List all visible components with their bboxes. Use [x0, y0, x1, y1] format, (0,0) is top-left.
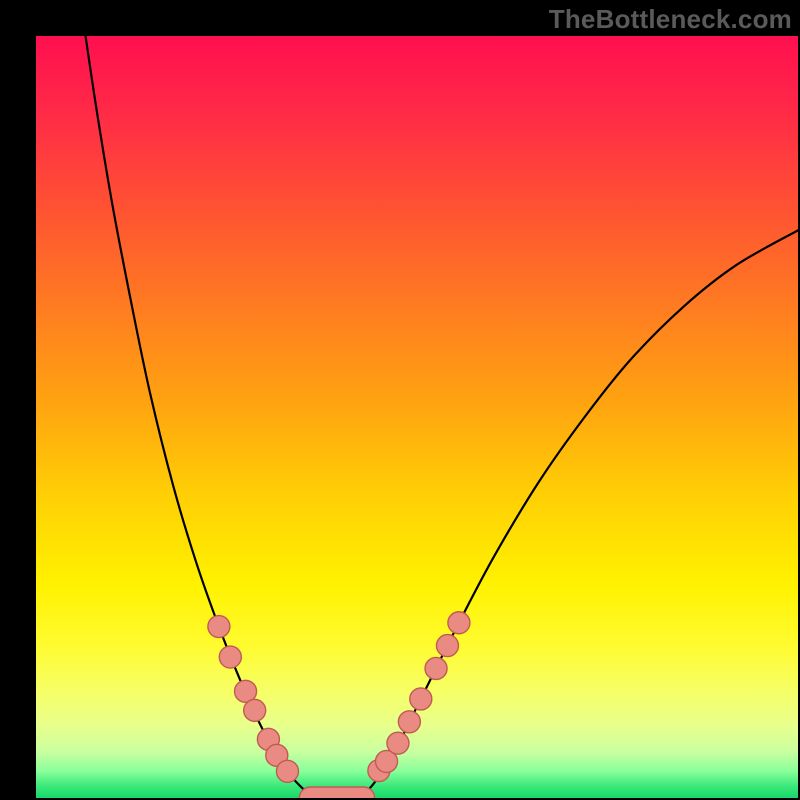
marker-left-1	[219, 646, 241, 668]
gradient-background	[36, 36, 798, 798]
marker-left-6	[276, 760, 298, 782]
chart-svg	[36, 36, 798, 798]
marker-left-0	[208, 616, 230, 638]
plot-area	[36, 36, 798, 798]
watermark-text: TheBottleneck.com	[549, 4, 792, 35]
marker-right-2	[387, 732, 409, 754]
marker-bottom-pill	[299, 787, 374, 798]
chart-frame: TheBottleneck.com	[0, 0, 800, 800]
marker-right-3	[398, 711, 420, 733]
marker-left-3	[244, 699, 266, 721]
marker-right-6	[436, 635, 458, 657]
marker-right-7	[448, 612, 470, 634]
marker-right-5	[425, 657, 447, 679]
marker-right-4	[410, 688, 432, 710]
